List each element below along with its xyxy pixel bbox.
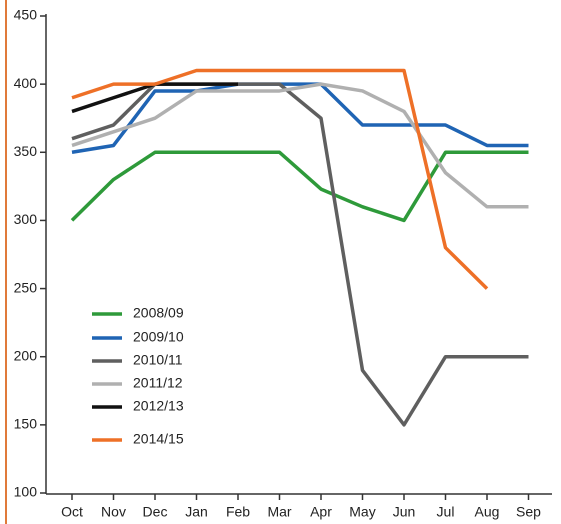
y-tick-label: 250	[14, 279, 38, 295]
x-tick-label: Feb	[226, 504, 250, 520]
series-line	[70, 150, 529, 223]
x-tick-label: Jan	[185, 504, 208, 520]
legend-label: 2011/12	[133, 375, 183, 391]
series-line	[71, 82, 529, 427]
x-tick-label: Apr	[310, 504, 332, 520]
x-tick-label: Nov	[101, 504, 126, 520]
series-line	[71, 68, 489, 290]
x-tick-label: Aug	[475, 504, 500, 520]
legend-label: 2008/09	[133, 305, 184, 321]
x-tick-label: Dec	[143, 504, 168, 520]
y-tick-label: 350	[14, 143, 38, 159]
series-line	[71, 82, 529, 209]
legend-label: 2010/11	[133, 352, 183, 368]
x-tick-label: Oct	[61, 504, 83, 520]
x-tick-label: Sep	[516, 504, 541, 520]
y-tick-label: 300	[14, 211, 38, 227]
y-tick-label: 150	[14, 416, 38, 432]
series-line	[71, 82, 529, 155]
x-tick-label: Jun	[393, 504, 416, 520]
y-tick-label: 450	[14, 7, 38, 23]
y-tick-label: 200	[14, 347, 38, 363]
legend-label: 2009/10	[133, 329, 184, 345]
y-tick-label: 100	[14, 484, 38, 500]
x-tick-label: May	[349, 504, 375, 520]
x-tick-label: Mar	[267, 504, 291, 520]
legend-label: 2012/13	[133, 398, 184, 414]
y-tick-label: 400	[14, 75, 38, 91]
legend-label: 2014/15	[133, 431, 184, 447]
x-tick-label: Jul	[437, 504, 455, 520]
